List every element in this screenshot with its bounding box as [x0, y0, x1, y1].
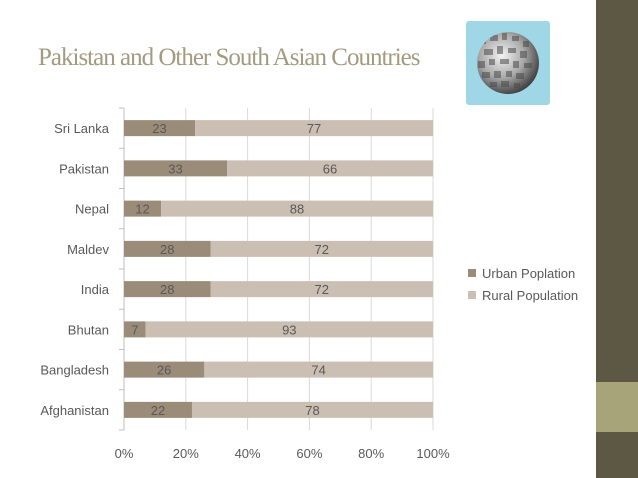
data-label: 74 — [311, 363, 325, 378]
data-label: 28 — [160, 242, 174, 257]
sidebar-accent-block — [596, 382, 638, 432]
data-label: 22 — [151, 403, 165, 418]
bar-rural — [191, 401, 433, 418]
legend-label-urban: Urban Poplation — [482, 265, 576, 281]
data-label: 77 — [307, 121, 321, 136]
bar-urban — [124, 401, 192, 418]
bar-urban — [124, 240, 211, 257]
data-label: 78 — [305, 403, 319, 418]
bar-rural — [145, 321, 433, 338]
bar-rural — [227, 160, 433, 177]
chart-legend: Urban Poplation Rural Population — [468, 262, 578, 306]
category-label: Maldev — [67, 242, 109, 257]
data-label: 23 — [152, 121, 166, 136]
legend-item-rural: Rural Population — [468, 284, 578, 306]
bar-urban — [124, 120, 196, 137]
data-label: 33 — [168, 161, 182, 176]
x-tick-label: 40% — [235, 446, 261, 461]
bar-rural — [210, 281, 433, 298]
bar-urban — [124, 160, 227, 177]
globe-picture — [466, 21, 550, 105]
globe-icon — [477, 32, 539, 94]
category-label: Bangladesh — [40, 363, 109, 378]
category-label: Bhutan — [68, 322, 109, 337]
category-label: Afghanistan — [40, 403, 109, 418]
data-label: 93 — [282, 322, 296, 337]
legend-swatch-rural — [468, 291, 476, 299]
legend-swatch-urban — [468, 269, 476, 277]
slide-title: Pakistan and Other South Asian Countries — [38, 44, 420, 71]
data-label: 28 — [160, 282, 174, 297]
legend-item-urban: Urban Poplation — [468, 262, 578, 284]
data-label: 26 — [157, 363, 171, 378]
category-label: Pakistan — [59, 161, 109, 176]
data-label: 66 — [323, 161, 337, 176]
x-tick-label: 80% — [358, 446, 384, 461]
bar-rural — [210, 240, 433, 257]
bar-urban — [124, 281, 211, 298]
bar-rural — [195, 120, 433, 137]
legend-label-rural: Rural Population — [482, 287, 579, 303]
data-label: 72 — [315, 282, 329, 297]
bar-rural — [204, 361, 433, 378]
x-tick-label: 20% — [173, 446, 199, 461]
sidebar-stripe — [592, 0, 596, 478]
bar-urban — [124, 200, 162, 217]
data-label: 12 — [135, 202, 149, 217]
data-label: 88 — [290, 202, 304, 217]
x-tick-label: 0% — [115, 446, 134, 461]
x-tick-label: 60% — [296, 446, 322, 461]
bar-rural — [161, 200, 433, 217]
category-label: India — [81, 282, 110, 297]
x-tick-label: 100% — [416, 446, 450, 461]
data-label: 72 — [315, 242, 329, 257]
stacked-bar-chart: 0% 20% 40% 60% 80% 100% Afghanistan 22 78 Banglad… — [40, 107, 450, 461]
bar-urban — [124, 361, 205, 378]
category-label: Sri Lanka — [54, 121, 110, 136]
bar-urban — [124, 321, 146, 338]
data-label: 7 — [131, 322, 138, 337]
category-label: Nepal — [75, 202, 109, 217]
